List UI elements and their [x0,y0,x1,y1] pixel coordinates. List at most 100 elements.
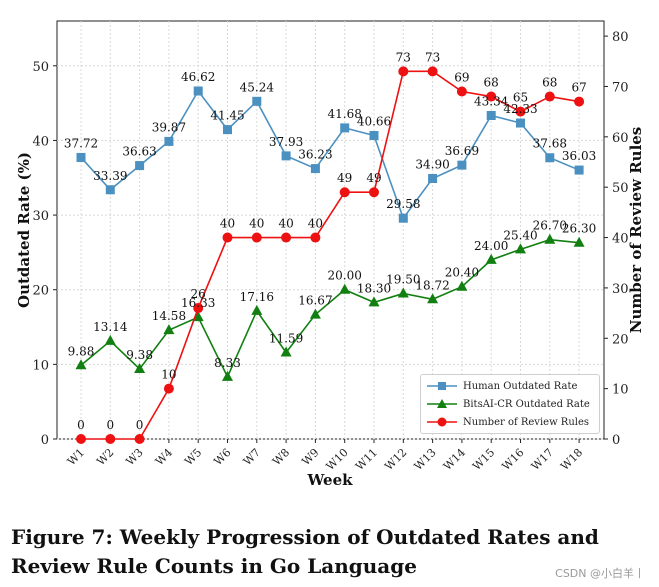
data-label: 68 [484,76,499,90]
series-line-3 [81,70,580,440]
data-point-square [310,164,320,174]
data-point-circle [310,232,321,243]
data-label: 46.62 [181,70,215,84]
x-tick-label: W8 [270,446,292,468]
data-label: 29.58 [386,197,420,211]
y-tick-label-right: 20 [612,332,629,347]
y-tick-label-left: 30 [32,209,49,224]
data-point-square [135,161,145,171]
data-label: 41.45 [210,109,244,123]
y-tick-label-right: 10 [612,383,629,398]
data-point-triangle [134,362,146,373]
data-point-circle [105,434,116,444]
data-label: 19.50 [386,272,420,286]
data-point-circle [398,66,409,77]
data-label: 34.90 [415,157,449,171]
legend: Human Outdated Rate BitsAI-CR Outdated R… [420,374,600,434]
legend-marker-circle-icon [427,417,457,427]
data-point-square [398,213,408,223]
series-line-1 [80,89,580,220]
data-point-square [76,152,86,162]
data-label: 41.68 [328,107,362,121]
legend-label-human: Human Outdated Rate [463,380,578,392]
data-label: 49 [337,171,352,185]
figure-caption: Figure 7: Weekly Progression of Outdated… [11,525,599,578]
label-layer: 37.72 33.39 36.63 39.87 46.62 41.45 45.24 37.93… [64,50,596,432]
x-tick-label: W6 [211,446,233,468]
data-point-square [105,185,115,195]
x-tick-label: W13 [412,446,439,473]
data-label: 65 [513,91,528,105]
x-tick-label: W2 [94,446,116,468]
data-point-square [252,96,262,106]
data-point-circle [281,232,292,243]
data-point-circle [222,232,233,243]
x-tick-label: W4 [153,446,175,468]
grid-layer [57,21,604,440]
legend-marker-triangle-icon [427,399,457,408]
y-tick-label-right: 70 [612,80,629,95]
data-point-triangle [397,287,409,298]
data-label: 42.33 [503,102,537,116]
data-point-square [340,123,350,133]
data-label: 24.00 [474,239,508,253]
data-point-square [574,165,584,175]
data-label: 26.70 [533,219,567,233]
y-tick-label-right: 80 [612,30,629,45]
data-point-triangle [427,293,439,304]
data-label: 8.33 [214,356,241,370]
data-point-square [281,151,291,161]
y-tick-label-left: 10 [32,358,49,373]
data-label: 33.39 [93,169,127,183]
chart: 0 10 20 30 40 50 0 10 20 30 40 50 60 70 80 W1 W2 W3 W4 W5 W6… [15,20,645,489]
x-axis-title: Week [306,471,353,489]
y-tick-label-right: 0 [612,433,620,448]
data-point-circle [427,66,438,77]
data-label: 73 [425,50,440,64]
y-tick-label-right: 60 [612,131,629,146]
data-point-triangle [163,324,175,335]
data-point-square [193,86,203,96]
series-layer [75,66,585,444]
data-point-square [223,125,232,135]
y-tick-label-right: 40 [612,232,629,247]
data-point-square [164,136,174,146]
data-label: 10 [161,368,176,382]
data-label: 36.69 [445,144,479,158]
data-label: 0 [106,418,114,432]
data-label: 18.72 [415,278,449,292]
data-point-square [516,118,525,128]
x-tick-label: W5 [182,446,204,468]
x-tick-label: W11 [353,446,380,473]
data-point-square [428,173,438,183]
data-label: 40 [249,217,264,231]
data-point-triangle [280,346,292,357]
y-tick-label-left: 50 [32,60,49,75]
x-tick-label: W17 [529,446,556,473]
x-tick-label: W18 [558,446,585,473]
x-tick-label: W12 [382,446,409,473]
data-label: 37.72 [64,136,98,150]
data-point-circle [515,106,526,117]
legend-marker-square-icon [427,382,457,390]
data-point-triangle [573,236,585,247]
series-line-2 [80,238,580,379]
data-point-circle [163,383,174,394]
data-point-triangle [222,370,233,381]
legend-item-rules: Number of Review Rules [427,414,589,430]
data-point-triangle [544,233,556,244]
data-point-square [545,153,555,163]
data-label: 25.40 [503,228,537,242]
data-point-triangle [456,280,468,291]
y-tick-label-right: 30 [612,282,629,297]
x-tick-label: W1 [65,446,87,468]
data-point-circle [339,187,350,198]
data-label: 40 [308,217,323,231]
data-label: 40 [278,217,293,231]
watermark: CSDN @小白羊丨 [555,567,645,580]
data-label: 49 [366,171,381,185]
y-tick-label-right: 50 [612,181,629,196]
x-tick-label: W7 [241,446,263,468]
data-point-circle [134,434,145,444]
data-label: 0 [77,418,85,432]
